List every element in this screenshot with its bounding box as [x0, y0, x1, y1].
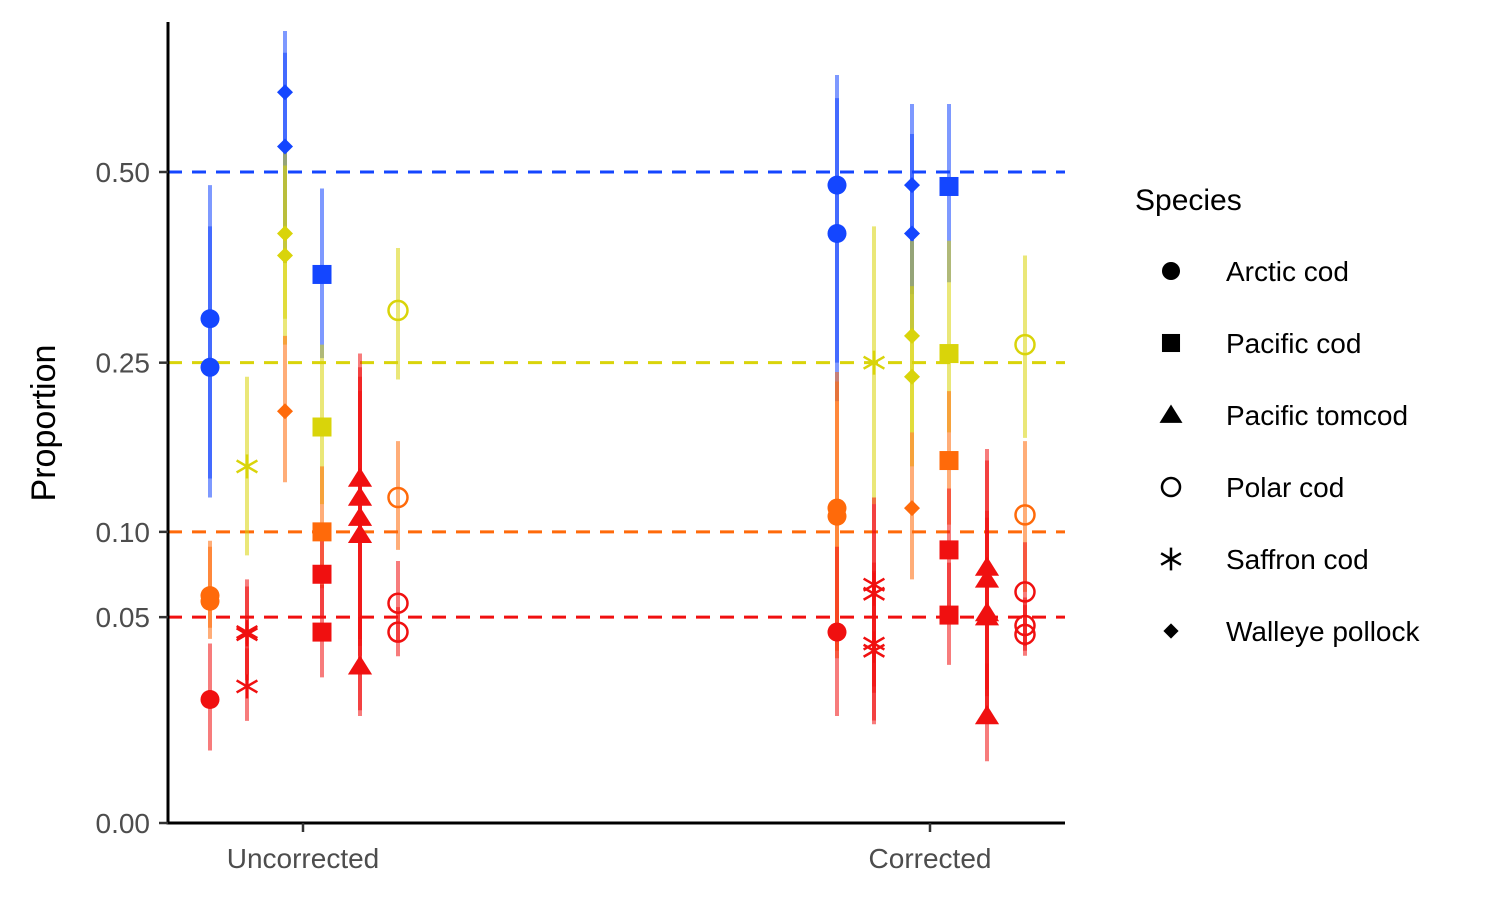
data-point [387, 592, 409, 614]
data-point [1014, 504, 1036, 526]
data-point [347, 506, 373, 526]
data-point [277, 403, 293, 420]
data-point [974, 568, 1000, 588]
data-point [974, 556, 1000, 576]
data-point [200, 591, 220, 611]
data-point [235, 620, 259, 645]
data-point [312, 264, 332, 284]
data-point [939, 540, 959, 560]
data-point [347, 523, 373, 544]
data-point [904, 368, 920, 385]
legend-key [1160, 547, 1182, 571]
data-point [904, 225, 920, 242]
x-tick-label: Corrected [869, 843, 992, 874]
legend-key [1160, 476, 1182, 498]
data-point [827, 506, 847, 526]
legend-label: Pacific cod [1226, 328, 1361, 359]
legend-item: Pacific tomcod [1159, 400, 1408, 431]
legend-label: Walleye pollock [1226, 616, 1420, 647]
data-point [1014, 333, 1036, 356]
legend-item: Pacific cod [1161, 328, 1361, 359]
y-axis-title: Proportion [25, 345, 63, 502]
error-bars [208, 31, 1027, 762]
data-point [862, 581, 886, 606]
data-points [200, 84, 1036, 725]
legend-label: Polar cod [1226, 472, 1344, 503]
data-point [939, 605, 959, 625]
axes [166, 22, 1065, 825]
legend-item: Walleye pollock [1163, 616, 1420, 647]
data-point [277, 247, 293, 264]
data-point [939, 344, 959, 364]
legend-key [1161, 261, 1181, 281]
data-point [312, 564, 332, 584]
data-point [387, 299, 409, 322]
legend: Species Arctic cod Pacific cod Pacific tom… [1135, 184, 1420, 647]
legend-title: Species [1135, 184, 1242, 217]
data-point [904, 177, 920, 194]
data-point [235, 674, 259, 699]
legend-item: Saffron cod [1160, 544, 1369, 575]
data-point [312, 522, 332, 542]
data-point [862, 638, 886, 663]
data-point [312, 622, 332, 642]
data-point [347, 467, 373, 487]
legend-key [1159, 404, 1183, 423]
legend-label: Pacific tomcod [1226, 400, 1408, 431]
y-tick-label: 0.25 [96, 348, 151, 379]
data-point [1014, 581, 1036, 603]
x-ticks: Uncorrected Corrected [227, 823, 992, 874]
y-tick-label: 0.00 [96, 808, 151, 839]
data-point [200, 689, 220, 709]
data-point [939, 451, 959, 471]
data-point [827, 622, 847, 642]
data-point [347, 655, 373, 675]
data-point [200, 309, 220, 329]
legend-key [1163, 623, 1179, 639]
y-tick-label: 0.05 [96, 602, 151, 633]
legend-item: Polar cod [1160, 472, 1344, 503]
data-point [387, 621, 409, 643]
data-point [827, 175, 847, 195]
y-tick-label: 0.50 [96, 157, 151, 188]
data-point [200, 357, 220, 377]
legend-item: Arctic cod [1161, 256, 1349, 287]
data-point [904, 500, 920, 517]
data-point [235, 454, 259, 479]
data-point [862, 350, 886, 375]
data-point [312, 417, 332, 437]
data-point [277, 84, 293, 101]
legend-key [1161, 333, 1181, 353]
data-point [277, 225, 293, 242]
x-tick-label: Uncorrected [227, 843, 380, 874]
data-point [1014, 623, 1036, 646]
data-point [347, 486, 373, 506]
data-point [904, 327, 920, 344]
data-point [827, 223, 847, 243]
data-point [277, 138, 293, 155]
y-tick-label: 0.10 [96, 517, 151, 548]
data-point [1014, 614, 1036, 637]
legend-label: Saffron cod [1226, 544, 1369, 575]
data-point [974, 705, 1000, 725]
data-point [939, 176, 959, 196]
data-point [974, 606, 1000, 626]
y-ticks: 0.00 0.05 0.10 0.25 0.50 [96, 157, 168, 839]
legend-label: Arctic cod [1226, 256, 1349, 287]
data-point [387, 486, 409, 509]
reference-lines [168, 170, 1065, 619]
